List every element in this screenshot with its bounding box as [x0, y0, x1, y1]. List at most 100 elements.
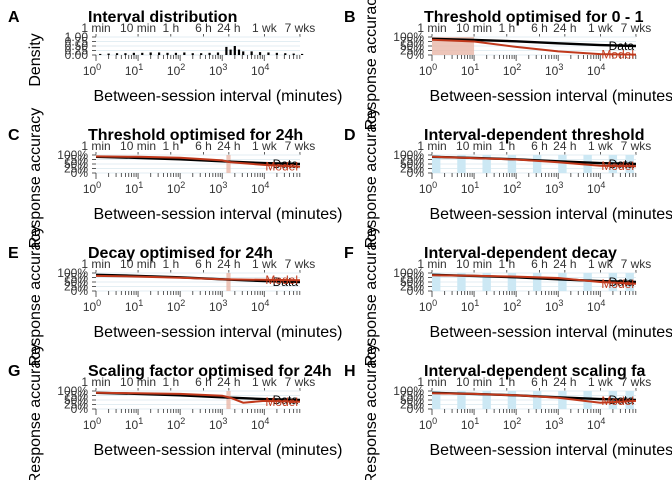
- top-tick-label: 1 h: [498, 139, 515, 153]
- top-tick-label: 10 min: [120, 257, 156, 271]
- top-tick-label: 1 h: [162, 21, 179, 35]
- top-tick-label: 1 wk: [588, 139, 614, 153]
- y-tick-label: 50%: [64, 157, 88, 171]
- interval-band: [457, 273, 466, 291]
- density-bar: [225, 46, 228, 55]
- top-tick-label: 6 h: [531, 21, 548, 35]
- data-label: Data: [609, 157, 635, 171]
- density-bar: [275, 52, 278, 55]
- top-tick-label: 1 wk: [588, 257, 614, 271]
- density-bar: [258, 52, 262, 55]
- top-tick-label: 1 min: [81, 21, 110, 35]
- y-tick-label: 25%: [64, 280, 88, 294]
- interval-band: [532, 155, 542, 173]
- top-tick-label: 10 min: [120, 21, 156, 35]
- panel-letter: C: [8, 127, 20, 144]
- y-tick-label: 0%: [71, 284, 89, 298]
- x-tick-label: 103: [209, 62, 227, 78]
- data-label: Data: [609, 39, 635, 53]
- density-bar: [149, 52, 152, 55]
- density-bar: [132, 52, 135, 55]
- y-tick-label: 100%: [57, 384, 88, 398]
- x-axis-title: Between-session interval (minutes): [94, 88, 343, 105]
- y-axis-title: Response accuracy: [27, 108, 44, 249]
- x-axis-title: Between-session interval (minutes): [430, 206, 672, 223]
- x-tick-label: 101: [125, 298, 143, 314]
- x-tick-label: 104: [587, 62, 605, 78]
- y-tick-label: 25%: [64, 398, 88, 412]
- model-label: Model: [265, 395, 298, 409]
- model-label: Model: [265, 160, 298, 174]
- y-tick-label: 50%: [400, 393, 424, 407]
- x-tick-label: 103: [209, 416, 227, 432]
- x-tick-label: 104: [587, 416, 605, 432]
- top-tick-label: 1 h: [498, 21, 515, 35]
- panel-title: Interval-dependent scaling fa: [424, 363, 645, 380]
- interval-band: [558, 391, 567, 409]
- top-tick-label: 1 h: [498, 375, 515, 389]
- interval-band: [507, 155, 517, 173]
- model-line: [95, 274, 301, 282]
- top-tick-label: 1 h: [162, 375, 179, 389]
- x-tick-label: 104: [251, 298, 269, 314]
- model-line: [95, 391, 301, 404]
- top-tick-label: 10 min: [120, 139, 156, 153]
- model-label: Model: [601, 159, 634, 173]
- y-tick-label: 25%: [400, 44, 424, 58]
- y-tick-label: 75%: [400, 271, 424, 285]
- top-tick-label: 1 wk: [588, 21, 614, 35]
- x-tick-label: 101: [461, 62, 479, 78]
- y-tick-label: 1.00: [65, 30, 89, 44]
- y-axis-title: Response accuracy: [27, 344, 44, 480]
- panel-letter: F: [344, 245, 354, 262]
- top-tick-label: 24 h: [553, 375, 576, 389]
- y-tick-label: 0%: [407, 166, 425, 180]
- top-tick-label: 24 h: [217, 257, 240, 271]
- y-tick-label: 75%: [64, 153, 88, 167]
- top-tick-label: 1 wk: [252, 21, 278, 35]
- top-tick-label: 6 h: [531, 139, 548, 153]
- top-tick-label: 10 min: [120, 375, 156, 389]
- top-tick-label: 7 wks: [621, 21, 652, 35]
- x-tick-label: 104: [251, 180, 269, 196]
- top-tick-label: 24 h: [217, 375, 240, 389]
- panel-letter: H: [344, 363, 356, 380]
- y-tick-label: 100%: [393, 30, 424, 44]
- panel-letter: G: [8, 363, 20, 380]
- density-bar: [301, 53, 304, 55]
- top-tick-label: 1 min: [81, 375, 110, 389]
- y-tick-label: 75%: [400, 35, 424, 49]
- y-tick-label: 100%: [57, 266, 88, 280]
- x-tick-label: 104: [587, 298, 605, 314]
- data-label: Data: [273, 157, 299, 171]
- y-tick-label: 0%: [71, 402, 89, 416]
- interval-band: [482, 155, 491, 173]
- y-tick-label: 0.75: [65, 35, 89, 49]
- panel-letter: B: [344, 9, 356, 26]
- top-tick-label: 7 wks: [285, 21, 316, 35]
- density-bar: [250, 51, 253, 55]
- x-axis-title: Between-session interval (minutes): [94, 324, 343, 341]
- optimisation-window: [226, 155, 231, 173]
- data-label: Data: [609, 275, 635, 289]
- optimisation-window: [226, 391, 231, 409]
- interval-band: [482, 273, 491, 291]
- interval-band: [507, 391, 517, 409]
- data-label: Data: [609, 393, 635, 407]
- top-tick-label: 7 wks: [621, 375, 652, 389]
- x-tick-label: 102: [167, 180, 185, 196]
- y-tick-label: 25%: [64, 162, 88, 176]
- top-tick-label: 1 min: [417, 375, 446, 389]
- interval-band: [457, 155, 466, 173]
- y-tick-label: 0.25: [65, 44, 89, 58]
- x-tick-label: 100: [83, 298, 101, 314]
- x-tick-label: 103: [209, 298, 227, 314]
- panel-letter: E: [8, 245, 19, 262]
- density-bar: [229, 49, 232, 55]
- density-bar: [191, 53, 194, 55]
- top-tick-label: 6 h: [531, 257, 548, 271]
- density-bar: [157, 52, 161, 55]
- top-tick-label: 1 min: [417, 257, 446, 271]
- y-tick-label: 0.50: [65, 39, 89, 53]
